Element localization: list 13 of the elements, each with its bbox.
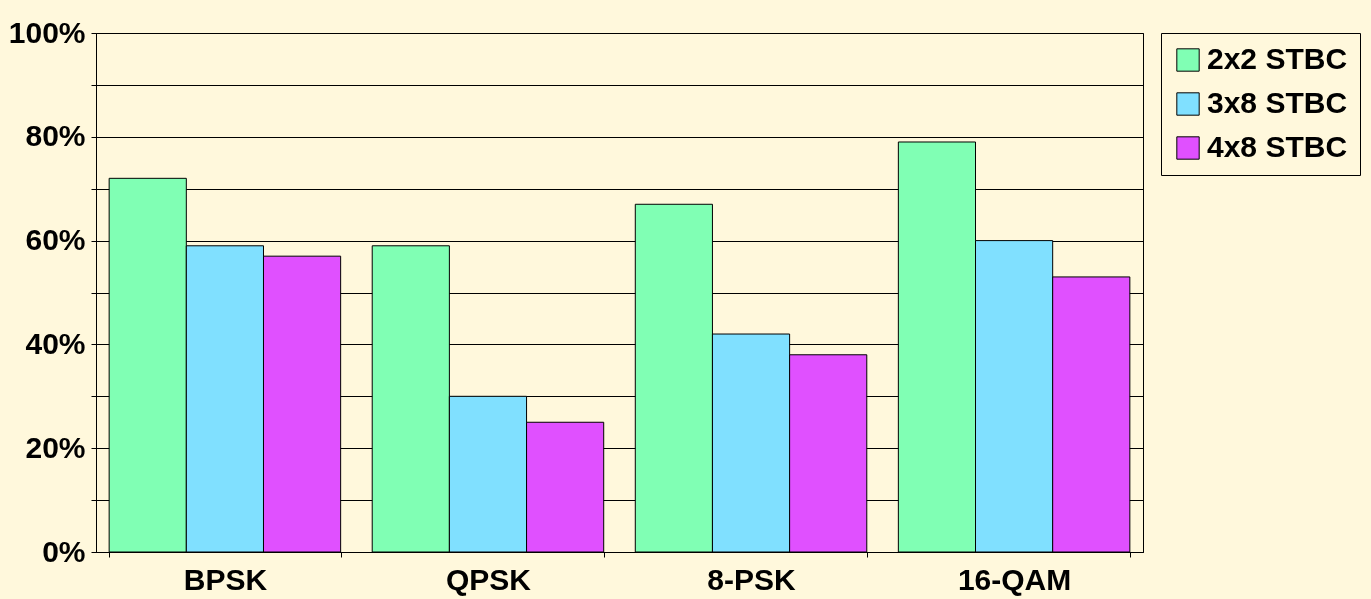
y-tick-label: 100% bbox=[8, 15, 86, 49]
x-tick-label: QPSK bbox=[445, 562, 532, 596]
y-tick-label: 40% bbox=[25, 326, 86, 360]
x-tick-label: 8-PSK bbox=[707, 562, 797, 596]
y-tick-label: 80% bbox=[25, 119, 86, 153]
legend-label: 4x8 STBC bbox=[1207, 130, 1348, 163]
legend-label: 3x8 STBC bbox=[1207, 86, 1348, 119]
x-tick-label: 16-QAM bbox=[957, 562, 1072, 596]
y-tick-label: 60% bbox=[25, 223, 86, 257]
y-tick-label: 20% bbox=[25, 430, 86, 464]
x-tick-label: BPSK bbox=[183, 562, 268, 596]
legend-label: 2x2 STBC bbox=[1207, 42, 1348, 75]
y-tick-label: 0% bbox=[42, 534, 86, 568]
